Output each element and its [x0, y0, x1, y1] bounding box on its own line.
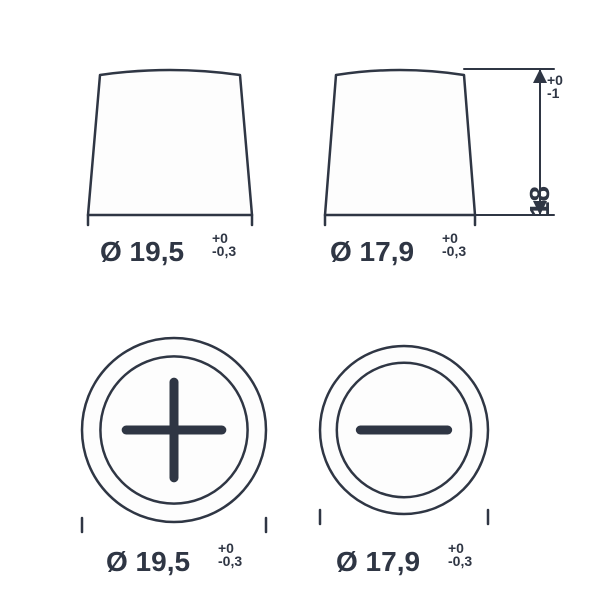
tol-side-negative: +0-0,3: [442, 232, 466, 259]
tol-top-negative: +0-0,3: [448, 542, 472, 569]
dia-top-negative: Ø 17,9: [336, 546, 420, 578]
tol-top-positive: +0-0,3: [218, 542, 242, 569]
dia-side-positive: Ø 19,5: [100, 236, 184, 268]
dia-side-negative: Ø 17,9: [330, 236, 414, 268]
tol-side-positive: +0-0,3: [212, 232, 236, 259]
dia-top-positive: Ø 19,5: [106, 546, 190, 578]
height-tol: +0-1: [547, 74, 563, 101]
drawing-canvas: Ø 19,5 +0-0,3 Ø 17,9 +0-0,3 Ø 19,5 +0-0,3 Ø 17…: [0, 0, 600, 600]
height-value: 18: [524, 186, 556, 217]
